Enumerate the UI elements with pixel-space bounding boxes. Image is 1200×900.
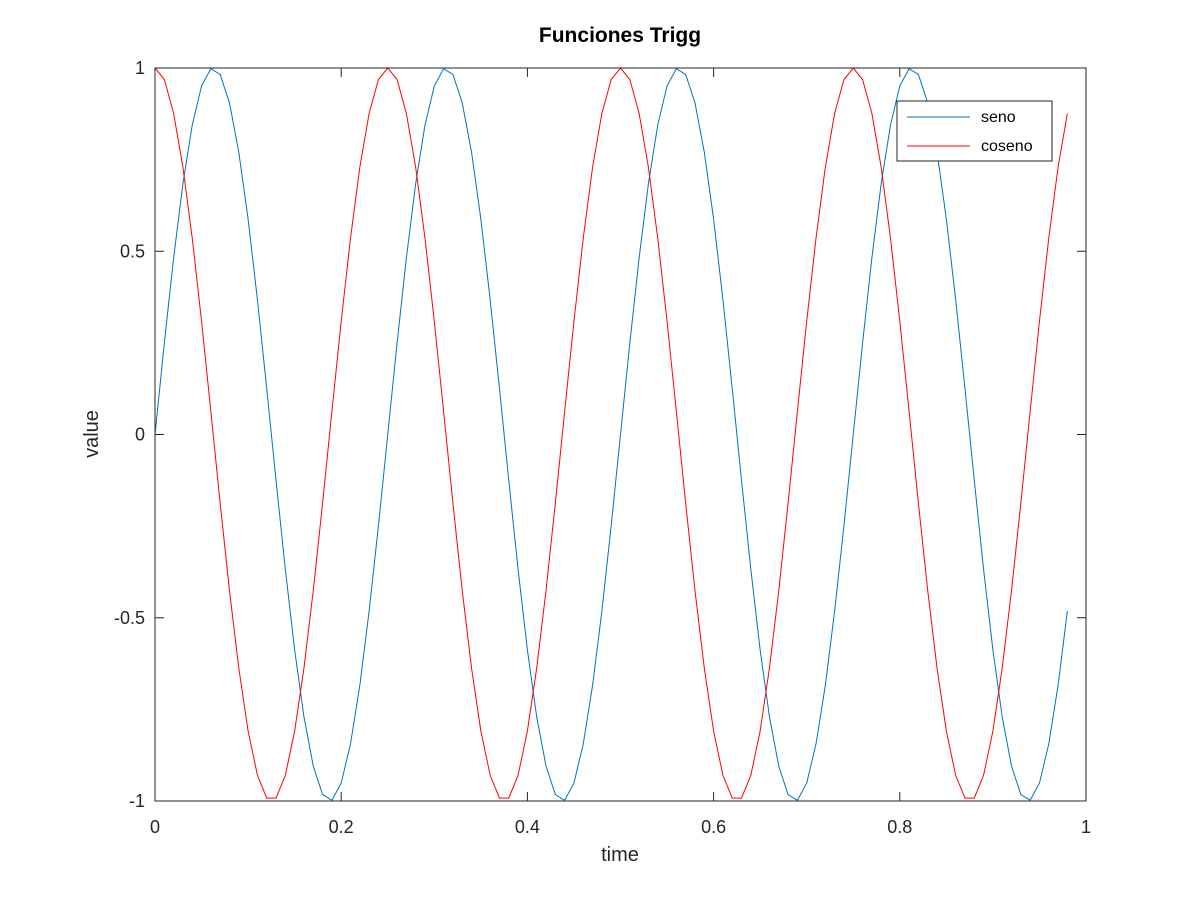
chart-title: Funciones Trigg: [539, 24, 701, 47]
tick-layer: 0 0.2 0.4 0.6 0.8 1 -1 -0.5 0 0.5 1: [114, 58, 1091, 837]
y-tick-label: 0: [135, 425, 145, 445]
series-layer: [154, 67, 1068, 801]
series-line-coseno: [154, 67, 1068, 799]
y-axis-label: value: [81, 410, 103, 458]
x-tick-label: 0.4: [515, 817, 540, 837]
series-line-seno: [154, 68, 1068, 801]
legend-box: [896, 100, 1053, 162]
x-tick-label: 0.8: [887, 817, 912, 837]
y-tick-label: -1: [129, 791, 145, 811]
y-tick-label: 0.5: [120, 241, 145, 261]
x-tick-label: 0: [150, 817, 160, 837]
x-tick-label: 1: [1081, 817, 1091, 837]
legend-coseno-label: coseno: [981, 138, 1033, 155]
x-axis-label: time: [601, 844, 639, 866]
legend-seno-label: seno: [981, 109, 1016, 126]
x-tick-label: 0.6: [701, 817, 726, 837]
y-tick-label: 1: [135, 58, 145, 78]
legend: seno coseno: [896, 100, 1053, 162]
y-tick-label: -0.5: [114, 608, 145, 628]
x-tick-label: 0.2: [329, 817, 354, 837]
